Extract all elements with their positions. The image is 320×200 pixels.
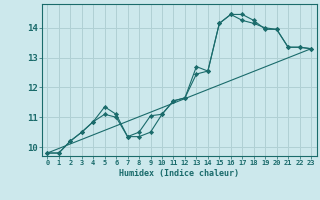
X-axis label: Humidex (Indice chaleur): Humidex (Indice chaleur) [119, 169, 239, 178]
